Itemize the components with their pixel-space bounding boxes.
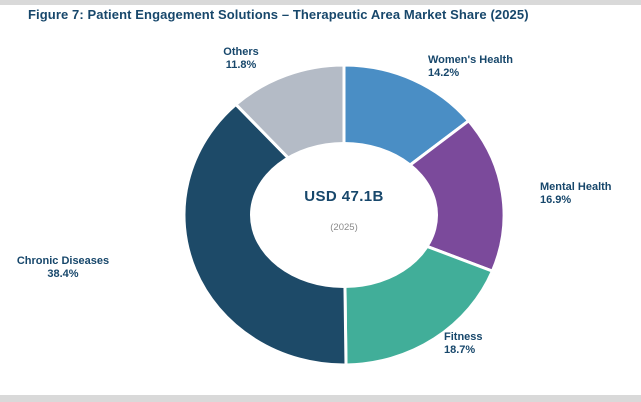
slice-name: Fitness: [444, 331, 483, 343]
slice-pct: 18.7%: [444, 344, 476, 356]
slice-pct: 16.9%: [540, 194, 572, 206]
bottom-border-bar: [0, 395, 641, 402]
slice-pct: 38.4%: [47, 268, 79, 280]
donut-center-label: USD 47.1B (2025): [249, 188, 439, 233]
slice-name: Women's Health: [428, 54, 513, 66]
slice-label-others: Others 11.8%: [180, 46, 302, 72]
slice-label-womens-health: Women's Health 14.2%: [428, 54, 513, 80]
top-border-bar: [0, 0, 641, 5]
chart-title: Figure 7: Patient Engagement Solutions –…: [28, 7, 529, 22]
slice-name: Others: [223, 46, 259, 58]
center-sublabel: (2025): [330, 222, 358, 233]
slice-label-mental-health: Mental Health 16.9%: [540, 181, 612, 207]
slice-pct: 11.8%: [225, 59, 257, 71]
donut-hole: [250, 142, 438, 288]
slice-name: Mental Health: [540, 181, 612, 193]
slice-label-fitness: Fitness 18.7%: [444, 331, 483, 357]
slice-name: Chronic Diseases: [16, 255, 110, 267]
slice-pct: 14.2%: [428, 67, 460, 79]
center-value: USD 47.1B: [304, 188, 384, 205]
slice-label-chronic-diseases: Chronic Diseases 38.4%: [4, 255, 122, 281]
